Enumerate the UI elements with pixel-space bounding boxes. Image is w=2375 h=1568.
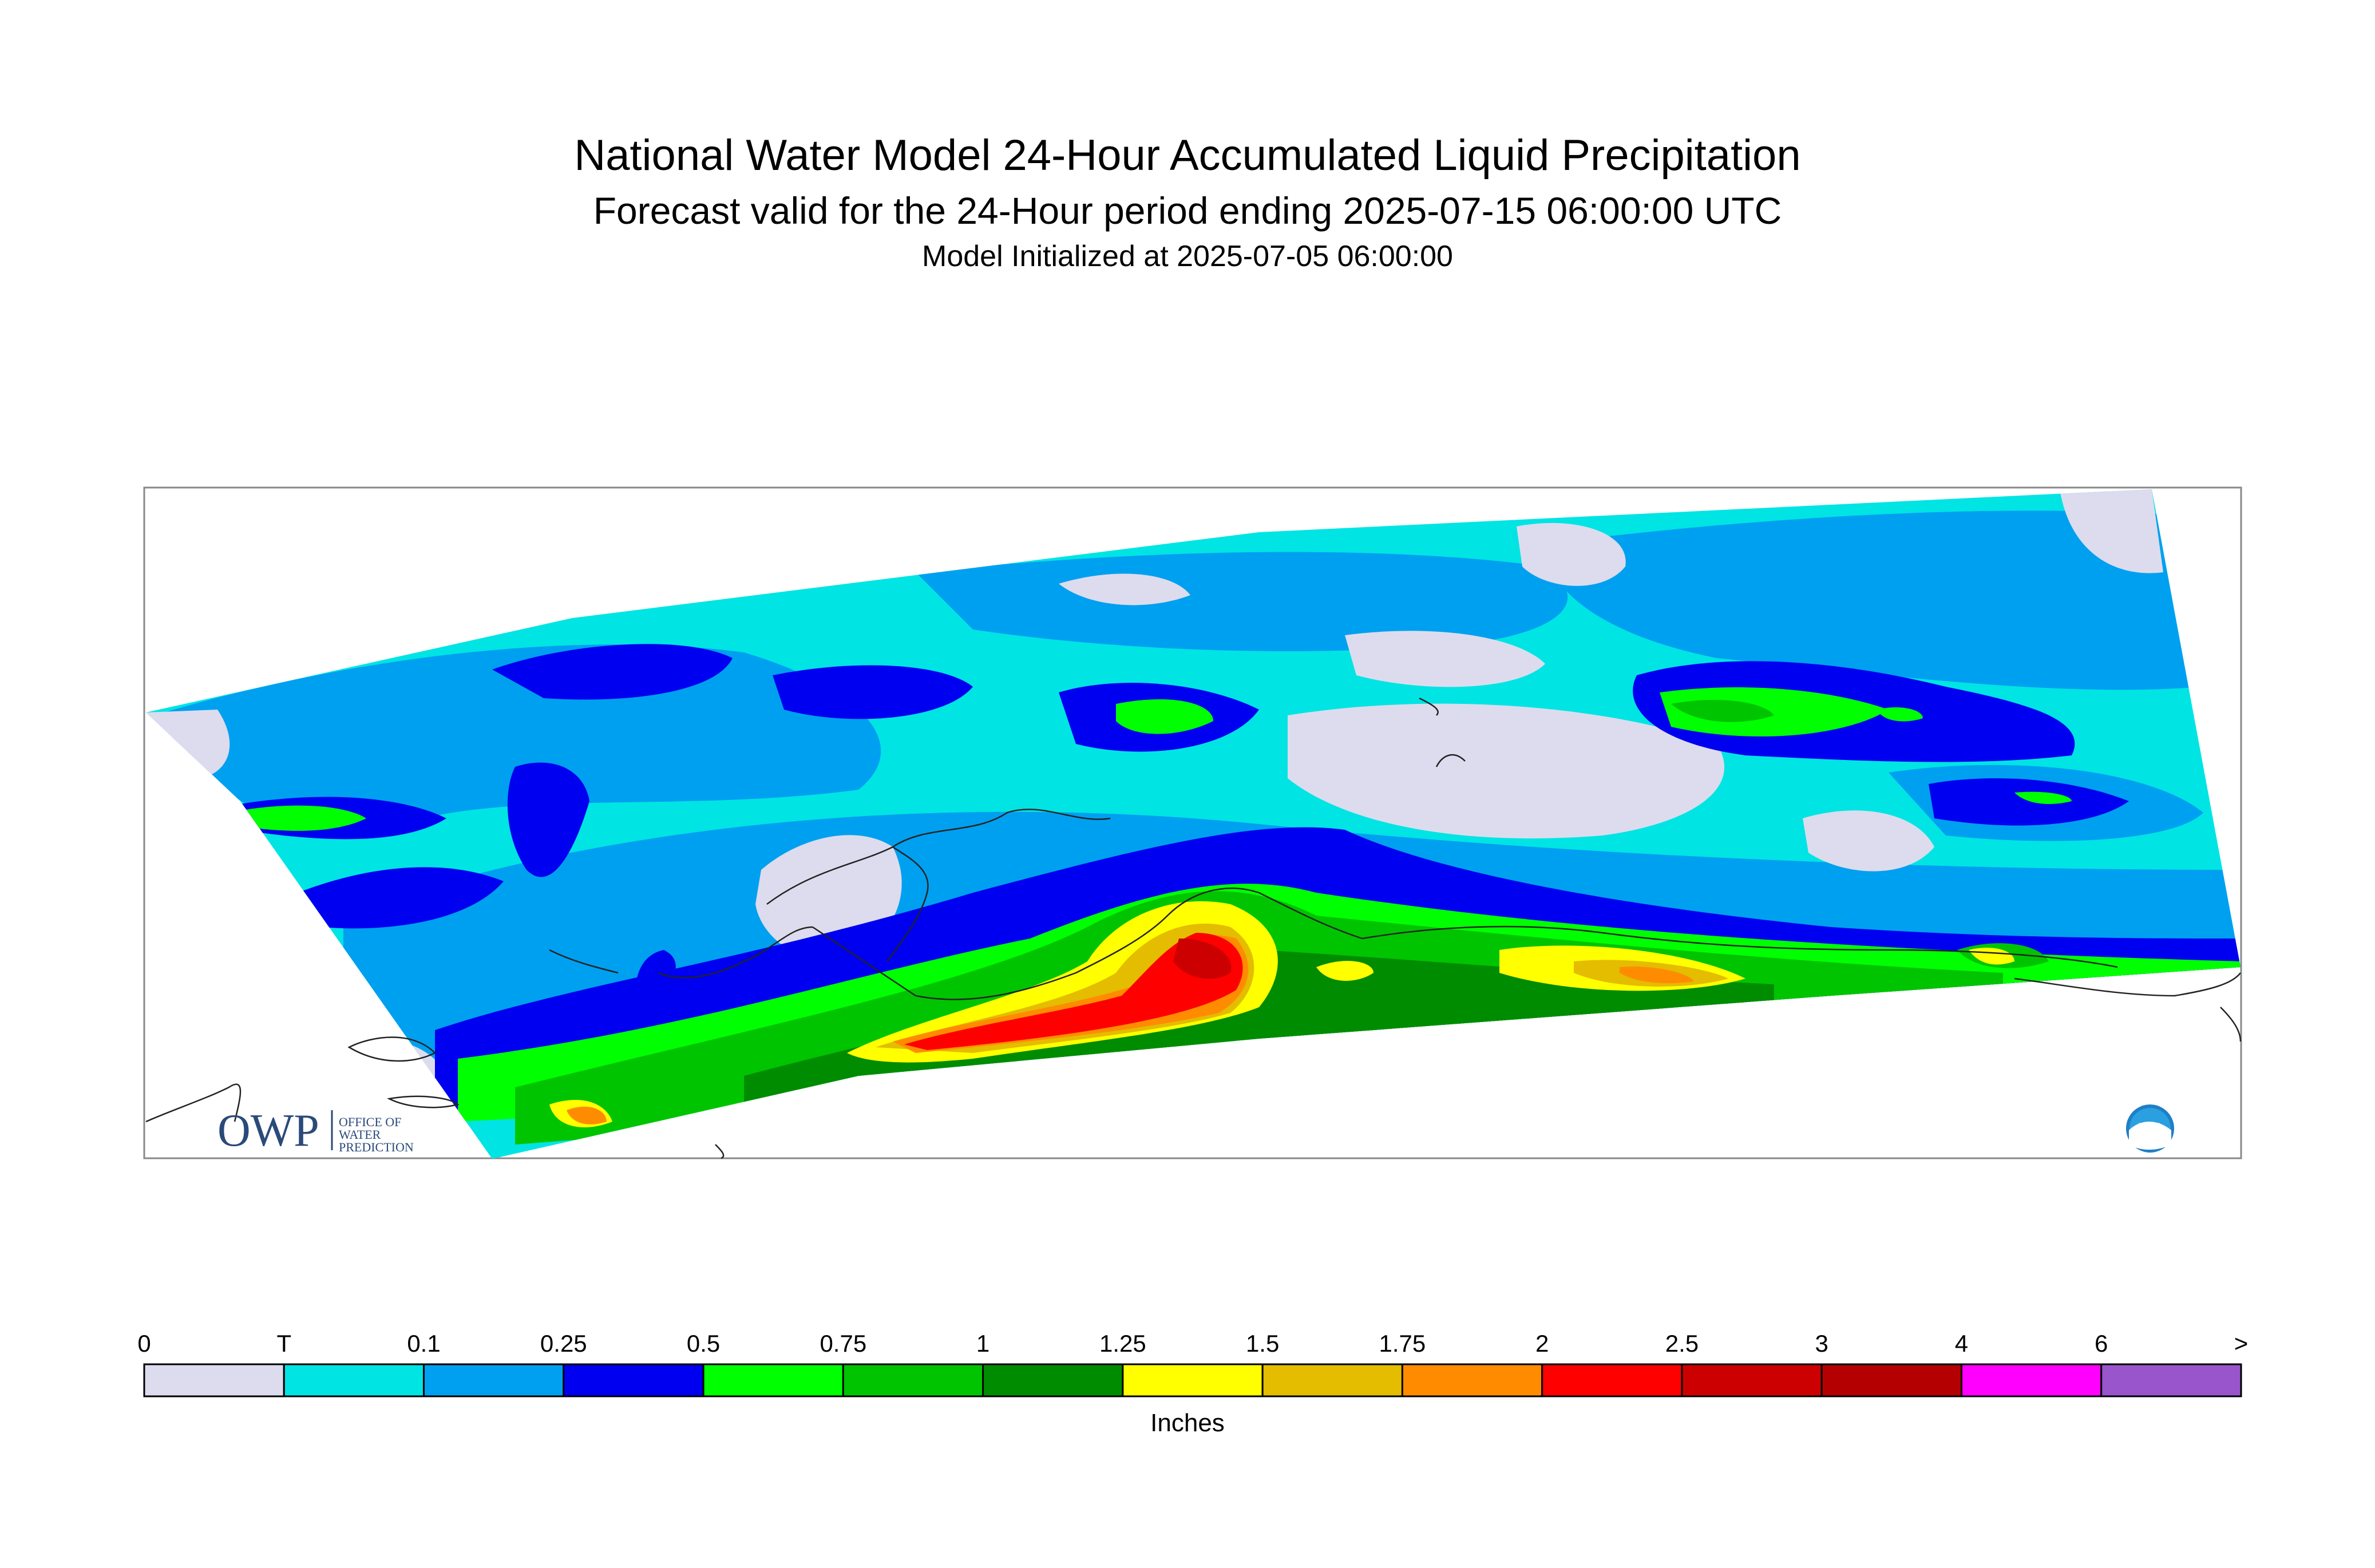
legend-tick-label: 3 bbox=[1815, 1330, 1828, 1357]
legend-tick-label: 2 bbox=[1535, 1330, 1549, 1357]
model-init-time: Model Initialized at 2025-07-05 06:00:00 bbox=[922, 240, 1453, 273]
noaa-logo: NOAA bbox=[2126, 1104, 2174, 1153]
legend-tick-label: 0.75 bbox=[820, 1330, 866, 1357]
legend-swatch bbox=[1960, 1363, 2103, 1397]
legend-swatch bbox=[842, 1363, 984, 1397]
legend-swatch bbox=[563, 1363, 704, 1397]
legend-tick-label: 2.5 bbox=[1665, 1330, 1699, 1357]
legend-swatch bbox=[2100, 1363, 2242, 1397]
legend-swatch bbox=[1401, 1363, 1543, 1397]
legend-tick-label: 0.1 bbox=[407, 1330, 440, 1357]
legend-swatch bbox=[1261, 1363, 1403, 1397]
legend-swatch bbox=[982, 1363, 1124, 1397]
legend-swatch bbox=[1541, 1363, 1683, 1397]
legend-tick-label: > bbox=[2234, 1330, 2249, 1357]
owp-logo: OWP OFFICE OF WATER PREDICTION bbox=[217, 1106, 414, 1156]
map-subtitle: Forecast valid for the 24-Hour period en… bbox=[593, 189, 1782, 232]
owp-logo-letters: OWP bbox=[217, 1106, 319, 1156]
legend-tick-label: 0.5 bbox=[687, 1330, 720, 1357]
legend-tick-label: 4 bbox=[1955, 1330, 1968, 1357]
noaa-logo-text: NOAA bbox=[2138, 1121, 2162, 1130]
legend-tick-label: 1.75 bbox=[1379, 1330, 1426, 1357]
map-title: National Water Model 24-Hour Accumulated… bbox=[574, 131, 1801, 180]
owp-logo-text: OFFICE OF WATER PREDICTION bbox=[339, 1115, 414, 1154]
legend-swatch bbox=[283, 1363, 425, 1397]
coastline-outlines bbox=[145, 697, 2242, 1159]
legend-swatch bbox=[702, 1363, 844, 1397]
legend-tick-label: 6 bbox=[2095, 1330, 2108, 1357]
legend-units: Inches bbox=[1150, 1409, 1225, 1437]
legend-swatch bbox=[143, 1363, 285, 1397]
legend-swatch bbox=[1820, 1363, 1962, 1397]
legend-tick-label: 1.25 bbox=[1099, 1330, 1146, 1357]
legend-tick-label: 1 bbox=[976, 1330, 989, 1357]
legend-swatch bbox=[1681, 1363, 1823, 1397]
legend-swatch bbox=[423, 1363, 565, 1397]
legend-tick-label: 1.5 bbox=[1246, 1330, 1279, 1357]
legend-tick-label: 0.25 bbox=[540, 1330, 587, 1357]
legend-tick-label: T bbox=[276, 1330, 291, 1357]
legend-swatch bbox=[1122, 1363, 1264, 1397]
legend-tick-label: 0 bbox=[137, 1330, 151, 1357]
